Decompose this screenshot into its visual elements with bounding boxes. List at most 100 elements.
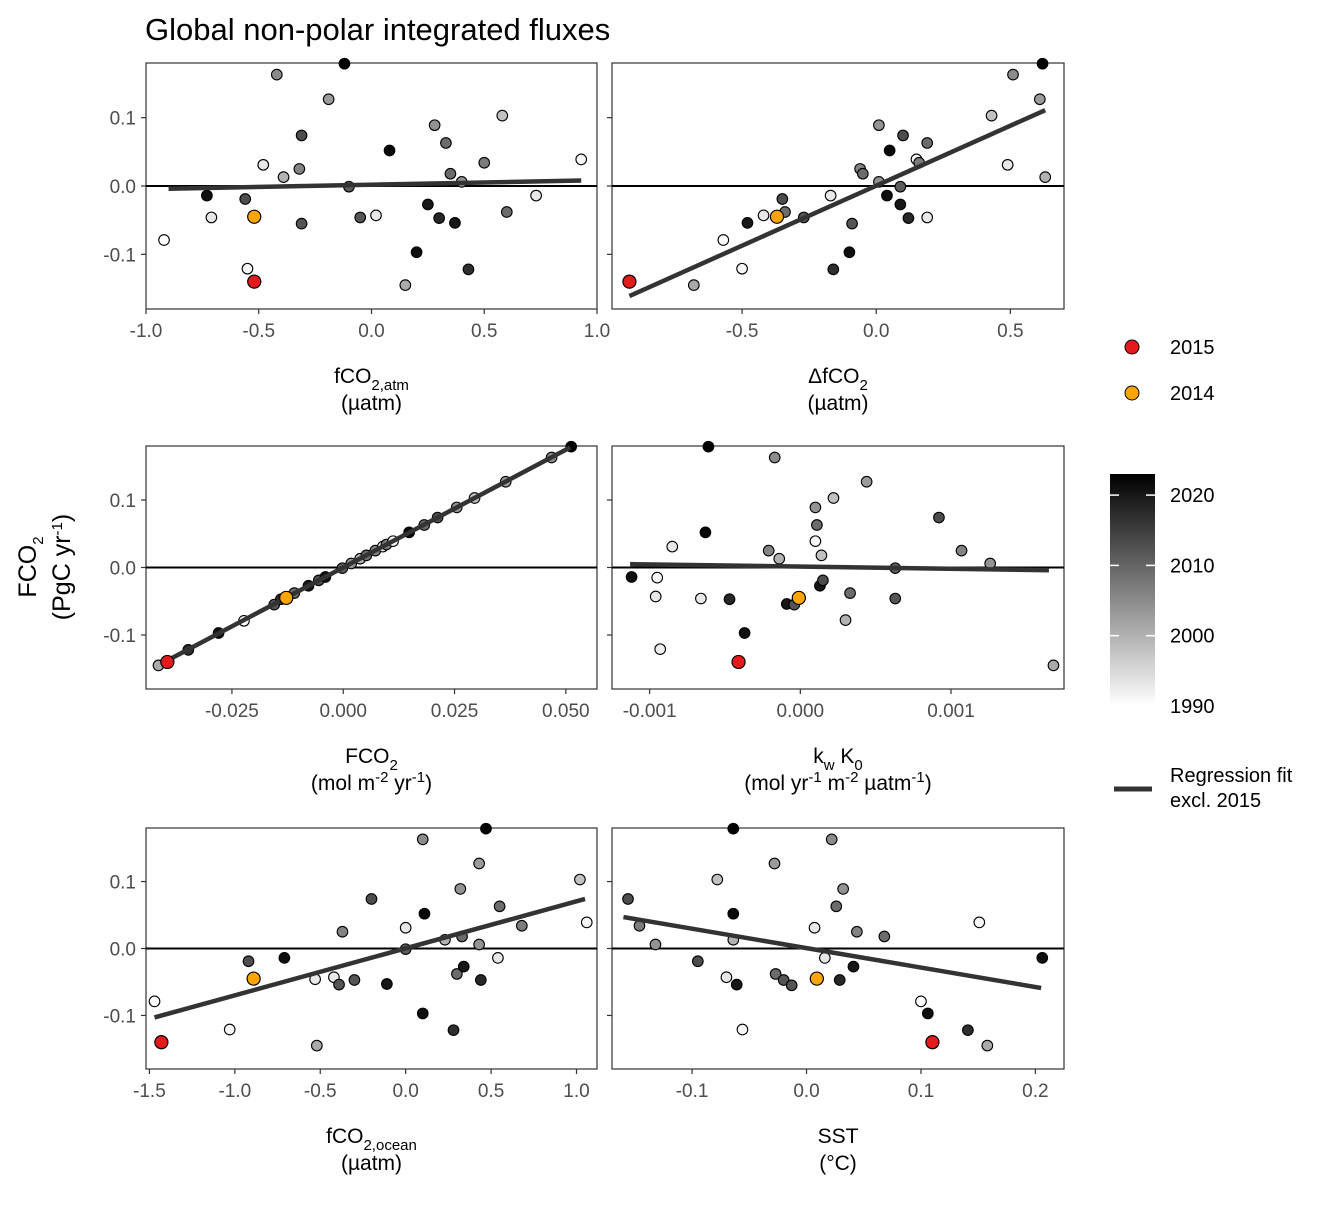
data-point <box>1036 952 1049 964</box>
x-axis-unit: (mol yr-1 m-2 µatm-1) <box>744 769 931 795</box>
data-point <box>711 873 724 886</box>
data-point <box>492 952 504 964</box>
x-axis-unit: (°C) <box>819 1152 857 1175</box>
x-axis-label: ΔfCO2 <box>808 365 868 394</box>
panel-2: -0.5 0.0 0.5 ΔfCO2(µatm) <box>607 57 1065 415</box>
data-point <box>768 857 781 870</box>
data-point <box>844 587 856 600</box>
colorbar-tick-label: 1990 <box>1170 696 1215 718</box>
data-point <box>981 1039 994 1052</box>
data-point <box>365 893 378 905</box>
data-point <box>515 919 528 932</box>
data-point <box>699 526 712 539</box>
data-point <box>310 1039 323 1052</box>
x-tick-label: 0.000 <box>777 701 825 722</box>
data-point <box>454 883 467 895</box>
x-axis-unit: (µatm) <box>807 392 868 415</box>
y-tick-label: 0.1 <box>110 491 136 512</box>
data-point <box>399 279 412 291</box>
data-point <box>809 535 822 548</box>
x-tick-label: -0.5 <box>304 1081 337 1102</box>
x-axis-label: fCO2,ocean <box>326 1125 417 1154</box>
data-point <box>201 189 213 202</box>
data-point <box>530 189 542 202</box>
x-tick-label: -0.5 <box>242 321 275 342</box>
x-axis-label: FCO2 <box>345 745 398 774</box>
regression-line <box>630 561 1049 573</box>
data-point <box>338 57 351 70</box>
data-point <box>1047 659 1060 672</box>
data-point <box>687 279 700 291</box>
regression-line <box>159 445 572 667</box>
data-point <box>333 978 345 991</box>
data-point-highlight <box>154 1035 169 1050</box>
x-tick-label: 0.5 <box>471 321 497 342</box>
data-point <box>720 971 733 984</box>
data-point <box>894 180 907 193</box>
colorbar-tick-label: 2020 <box>1170 485 1215 507</box>
data-point <box>702 440 715 453</box>
data-point <box>860 475 873 488</box>
data-point <box>757 209 770 222</box>
x-tick-label: 0.050 <box>542 701 590 722</box>
data-point <box>773 552 786 565</box>
data-point <box>738 627 751 639</box>
colorbar-tick-label: 2000 <box>1170 626 1215 648</box>
data-point <box>480 822 492 835</box>
data-point <box>839 614 852 627</box>
data-point <box>148 995 161 1008</box>
data-point <box>768 451 781 464</box>
data-point <box>474 974 487 986</box>
x-tick-label: 0.001 <box>927 701 975 722</box>
data-point <box>878 930 891 943</box>
data-point <box>897 129 909 142</box>
data-point <box>478 156 491 169</box>
data-point-highlight <box>769 209 785 224</box>
data-point <box>727 822 740 835</box>
data-point-highlight <box>809 971 824 986</box>
data-point <box>473 938 485 951</box>
data-point <box>1001 158 1014 171</box>
data-point <box>915 995 927 1008</box>
x-tick-label: -0.025 <box>205 701 259 722</box>
data-point <box>827 492 840 504</box>
data-point <box>1036 57 1049 70</box>
data-point <box>889 592 902 605</box>
data-point <box>808 921 821 934</box>
data-point <box>457 960 470 973</box>
data-point <box>277 171 290 183</box>
data-point <box>921 137 934 149</box>
y-axis-unit: (PgC yr-1) <box>48 514 76 620</box>
data-point <box>428 119 441 132</box>
regression-line <box>168 178 582 191</box>
data-point <box>894 198 907 211</box>
data-point <box>1039 171 1052 183</box>
data-point <box>762 544 775 557</box>
data-point <box>447 1024 460 1037</box>
data-point <box>462 263 475 276</box>
data-point <box>933 511 945 524</box>
data-point <box>383 144 396 157</box>
data-point <box>654 643 667 656</box>
x-tick-label: -1.5 <box>133 1081 166 1102</box>
x-axis-label: kw K0 <box>813 745 863 774</box>
data-point <box>851 925 863 938</box>
x-tick-label: 1.0 <box>563 1081 589 1102</box>
x-axis-label: fCO2,atm <box>334 365 409 394</box>
data-point <box>811 519 823 531</box>
data-point <box>1007 68 1019 81</box>
data-point <box>322 93 335 106</box>
data-point <box>381 978 393 990</box>
data-point <box>336 925 349 938</box>
data-point <box>717 234 730 246</box>
data-point <box>278 952 291 964</box>
data-point-highlight <box>247 209 262 224</box>
data-point <box>622 893 634 905</box>
y-tick-label: 0.0 <box>110 940 136 961</box>
data-point-highlight <box>925 1035 940 1050</box>
colorbar <box>1110 474 1155 706</box>
data-point <box>416 833 429 846</box>
data-point <box>500 206 513 218</box>
data-point <box>856 167 869 180</box>
data-point <box>666 540 679 553</box>
